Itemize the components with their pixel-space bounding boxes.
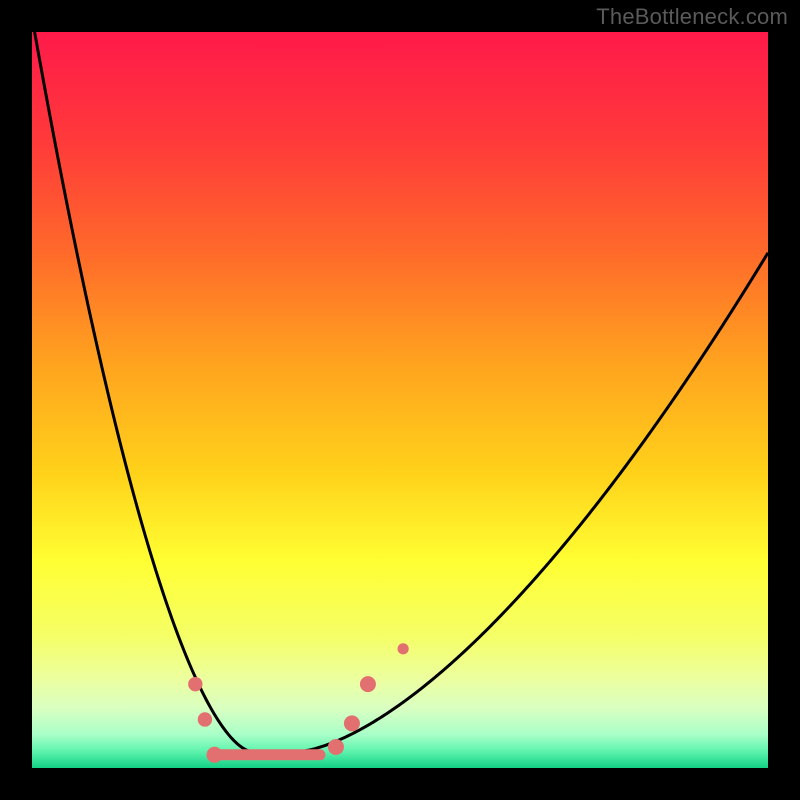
plot-area bbox=[32, 32, 768, 768]
chart-stage: TheBottleneck.com bbox=[0, 0, 800, 800]
watermark-text: TheBottleneck.com bbox=[596, 4, 788, 30]
chart-svg bbox=[0, 0, 800, 800]
